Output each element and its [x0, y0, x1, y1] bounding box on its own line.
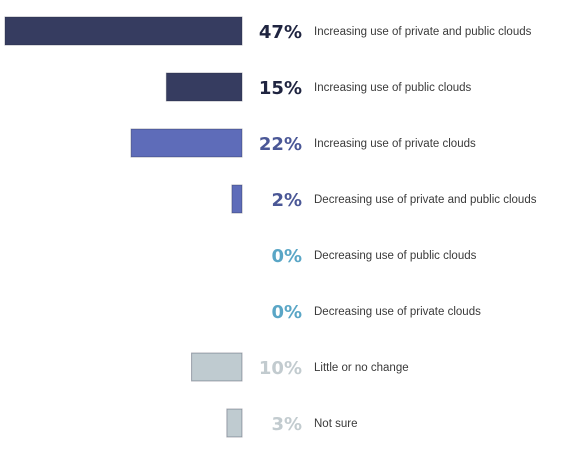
category-label-1: Increasing use of public clouds — [314, 82, 472, 94]
value-labels-group: 47% 15% 22% 2% 0% 0% 10% 3% — [259, 22, 302, 435]
category-label-6: Little or no change — [314, 362, 409, 374]
category-label-2: Increasing use of private clouds — [314, 138, 476, 150]
bar-3 — [231, 184, 243, 214]
category-labels-group: Increasing use of private and public clo… — [314, 26, 537, 430]
category-label-3: Decreasing use of private and public clo… — [314, 194, 537, 206]
value-label-5: 0% — [271, 302, 302, 323]
bar-1 — [165, 72, 243, 102]
category-label-7: Not sure — [314, 418, 357, 430]
value-label-2: 22% — [259, 134, 302, 155]
bar-0 — [4, 16, 243, 46]
value-label-6: 10% — [259, 358, 302, 379]
value-label-7: 3% — [271, 414, 302, 435]
value-label-4: 0% — [271, 246, 302, 267]
value-label-0: 47% — [259, 22, 302, 43]
category-label-4: Decreasing use of public clouds — [314, 250, 477, 262]
bar-6 — [191, 352, 243, 382]
bar-2 — [130, 128, 243, 158]
value-label-1: 15% — [259, 78, 302, 99]
bar-7 — [226, 408, 243, 438]
bars-group — [4, 16, 243, 438]
category-label-5: Decreasing use of private clouds — [314, 306, 481, 318]
category-label-0: Increasing use of private and public clo… — [314, 26, 532, 38]
value-label-3: 2% — [271, 190, 302, 211]
